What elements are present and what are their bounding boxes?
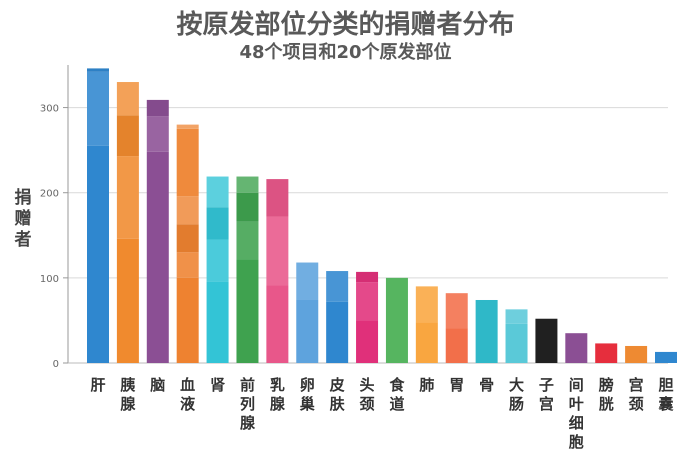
bar-segment [206, 176, 229, 208]
x-tick-label-char: 肺 [419, 376, 434, 394]
bar-segment [206, 207, 229, 240]
x-tick-label-char: 食 [389, 376, 405, 394]
x-tick-label-char: 胰 [120, 376, 135, 394]
y-axis-label: 捐赠者 [10, 188, 36, 251]
x-tick-label-char: 胱 [599, 395, 614, 413]
bar-segment [415, 322, 438, 363]
bar-segment [356, 282, 379, 321]
x-tick-label-char: 细 [569, 414, 584, 432]
bar-segment [266, 179, 289, 217]
chart-subtitle: 48个项目和20个原发部位 [239, 42, 452, 63]
bar-segment [595, 343, 618, 363]
bar-segment [266, 285, 289, 363]
x-tick-label-char: 膀 [599, 376, 614, 394]
bar-segment [625, 345, 648, 363]
x-tick-label-char: 胆 [658, 376, 673, 394]
bar-segment [146, 151, 169, 363]
x-tick-label-char: 肾 [210, 376, 225, 394]
bar-segment [326, 301, 349, 363]
x-tick-label-char: 胃 [449, 376, 464, 394]
bar-segment [236, 259, 259, 363]
x-tick-label-char: 腺 [120, 395, 136, 413]
bar-segment [296, 299, 319, 363]
y-axis-label-char: 捐 [14, 188, 32, 208]
y-tick-label: 200 [40, 189, 59, 200]
x-tick-label-char: 头 [360, 376, 375, 394]
y-axis-label-char: 赠 [14, 209, 32, 229]
bar-segment [176, 128, 199, 197]
x-tick-label-char: 列 [240, 395, 255, 413]
bar-segment [87, 71, 109, 146]
x-tick-label-char: 肝 [90, 376, 105, 394]
bar-segment [206, 239, 229, 282]
bar-segment [236, 221, 259, 260]
y-axis-label-char: 者 [14, 230, 32, 250]
bar-segment [445, 328, 468, 363]
x-tick-label-char: 卵 [300, 376, 315, 394]
bar-segment [116, 115, 139, 157]
x-tick-label-char: 囊 [657, 395, 674, 413]
x-tick-label-char: 大 [509, 376, 524, 394]
bar-segment [505, 309, 528, 324]
x-tick-label-char: 颈 [628, 395, 644, 413]
x-tick-label-char: 肤 [330, 395, 346, 413]
x-tick-label-char: 巢 [299, 395, 315, 413]
x-tick-label-char: 间 [569, 376, 584, 394]
x-tick-label-char: 乳 [270, 376, 285, 394]
x-tick-label-char: 脑 [150, 376, 165, 394]
x-tick-label-char: 颈 [359, 395, 375, 413]
bar-segment [475, 299, 498, 363]
bar-segment [116, 82, 139, 116]
x-tick-label-char: 腺 [270, 395, 286, 413]
bar-segment [296, 262, 319, 300]
bar-segment [326, 271, 349, 302]
x-tick-label-char: 皮 [330, 376, 345, 394]
bar-segment [146, 116, 169, 152]
x-tick-label-char: 叶 [569, 395, 584, 413]
x-tick-label-char: 道 [389, 395, 404, 413]
bar-segment [356, 320, 379, 363]
x-tick-label-char: 腺 [240, 414, 256, 432]
bar-segment [535, 318, 558, 363]
bar-segment [87, 145, 109, 363]
x-tick-label-char: 子 [539, 376, 554, 394]
bar-segment [356, 271, 379, 283]
y-tick-label: 100 [40, 274, 59, 285]
bar-segment [146, 99, 169, 117]
bar-segment [116, 238, 139, 363]
bar-segment [176, 224, 199, 253]
x-tick-label-char: 宫 [629, 376, 644, 394]
y-tick-label: 300 [40, 104, 59, 115]
bar-segment [176, 277, 199, 363]
bar-segment [116, 156, 139, 239]
x-tick-label-char: 血 [180, 376, 195, 394]
bar-segment [505, 323, 528, 363]
bar-segment [655, 351, 677, 363]
bar-segment [236, 176, 259, 193]
bar-segment [415, 286, 438, 323]
x-tick-label-char: 骨 [479, 376, 494, 394]
x-tick-label-char: 液 [180, 395, 196, 413]
bar-segment [236, 192, 259, 222]
bar-segment [87, 68, 109, 72]
bar-segment [206, 281, 229, 363]
bar-segment [565, 333, 588, 363]
bar-segment [176, 124, 199, 129]
x-tick-label-char: 宫 [539, 395, 554, 413]
y-tick-label: 0 [53, 359, 59, 370]
x-tick-label-char: 胞 [568, 433, 584, 451]
chart-title: 按原发部位分类的捐赠者分布 [176, 10, 515, 40]
bar-segment [176, 196, 199, 225]
bar-segment [266, 216, 289, 286]
bar-segment [385, 277, 408, 363]
bar-segment [445, 293, 468, 329]
bar-segment [176, 252, 199, 278]
x-tick-label-char: 前 [240, 376, 255, 394]
x-tick-label-char: 肠 [509, 395, 524, 413]
